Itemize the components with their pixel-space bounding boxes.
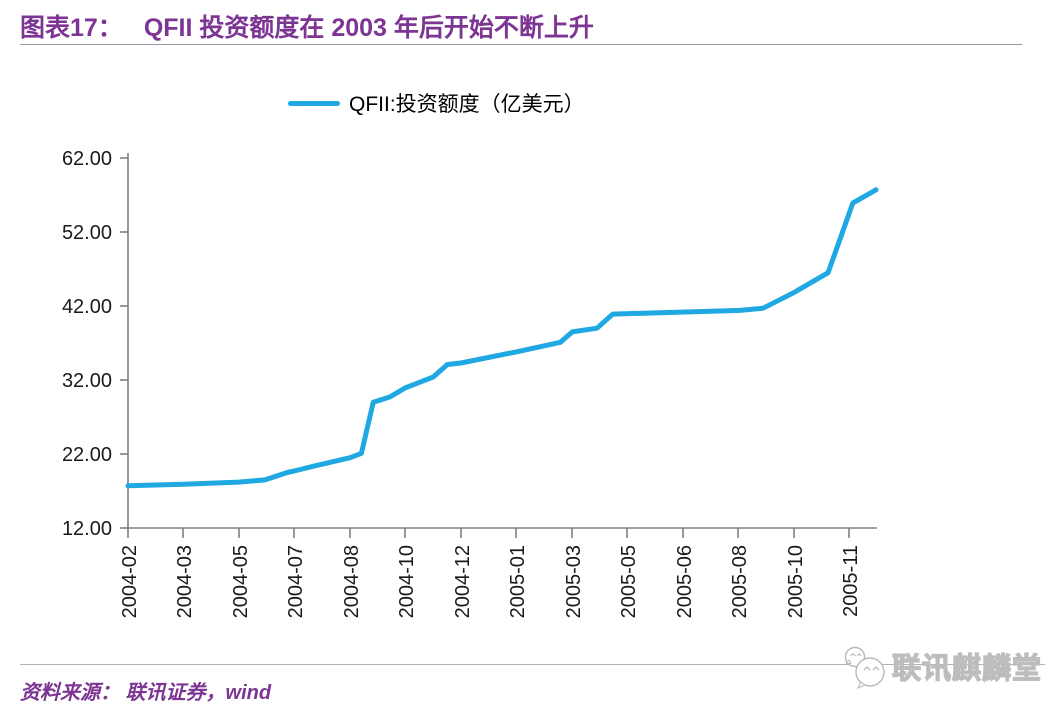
chart-title: QFII 投资额度在 2003 年后开始不断上升 <box>143 14 594 42</box>
y-axis-tick-label: 62.00 <box>62 148 112 170</box>
x-axis-tick-label: 2005-11 <box>840 545 862 617</box>
chat-bubbles-logo-icon <box>844 646 885 689</box>
brand-watermark: 联讯麒麟堂 <box>844 646 1042 689</box>
y-axis-tick-label: 22.00 <box>62 444 112 466</box>
y-axis-tick-label: 32.00 <box>62 370 112 392</box>
x-axis-tick-label: 2004-12 <box>452 545 474 618</box>
chart-legend: QFII:投资额度（亿美元） <box>288 88 585 118</box>
legend-label: QFII:投资额度（亿美元） <box>349 93 585 116</box>
x-axis-tick-label: 2004-08 <box>341 545 363 618</box>
watermark-brand-text: 联讯麒麟堂 <box>892 652 1042 685</box>
x-axis-tick-label: 2004-10 <box>396 545 418 618</box>
footer-divider <box>20 664 1045 665</box>
chart-number-label: 图表17： <box>20 14 123 42</box>
x-axis-tick-label: 2004-07 <box>285 545 307 618</box>
legend-line-swatch <box>288 100 340 106</box>
x-axis-tick-label: 2004-02 <box>119 545 141 618</box>
x-axis-tick-label: 2005-10 <box>785 545 807 618</box>
y-axis-tick-label: 42.00 <box>62 296 112 318</box>
x-axis-tick-label: 2004-03 <box>174 545 196 618</box>
y-axis-tick-label: 12.00 <box>62 518 112 540</box>
qfii-quota-series-line <box>125 187 879 489</box>
qfii-quota-line-chart: 12.00 22.00 32.00 42.00 52.00 62.00 2004-02 200… <box>62 148 879 618</box>
y-axis-tick-label: 52.00 <box>62 222 112 244</box>
data-source-note: 资料来源： 联讯证券，wind <box>20 682 272 704</box>
x-axis-tick-label: 2005-08 <box>729 545 751 618</box>
x-axis-tick-label: 2005-05 <box>618 545 640 618</box>
x-axis-tick-label: 2004-05 <box>230 545 252 618</box>
chart-header: 图表17： QFII 投资额度在 2003 年后开始不断上升 <box>20 8 594 44</box>
x-axis-tick-label: 2005-06 <box>674 545 696 618</box>
x-axis-tick-label: 2005-01 <box>507 545 529 618</box>
header-divider <box>20 44 1022 45</box>
x-axis-tick-label: 2005-03 <box>563 545 585 618</box>
